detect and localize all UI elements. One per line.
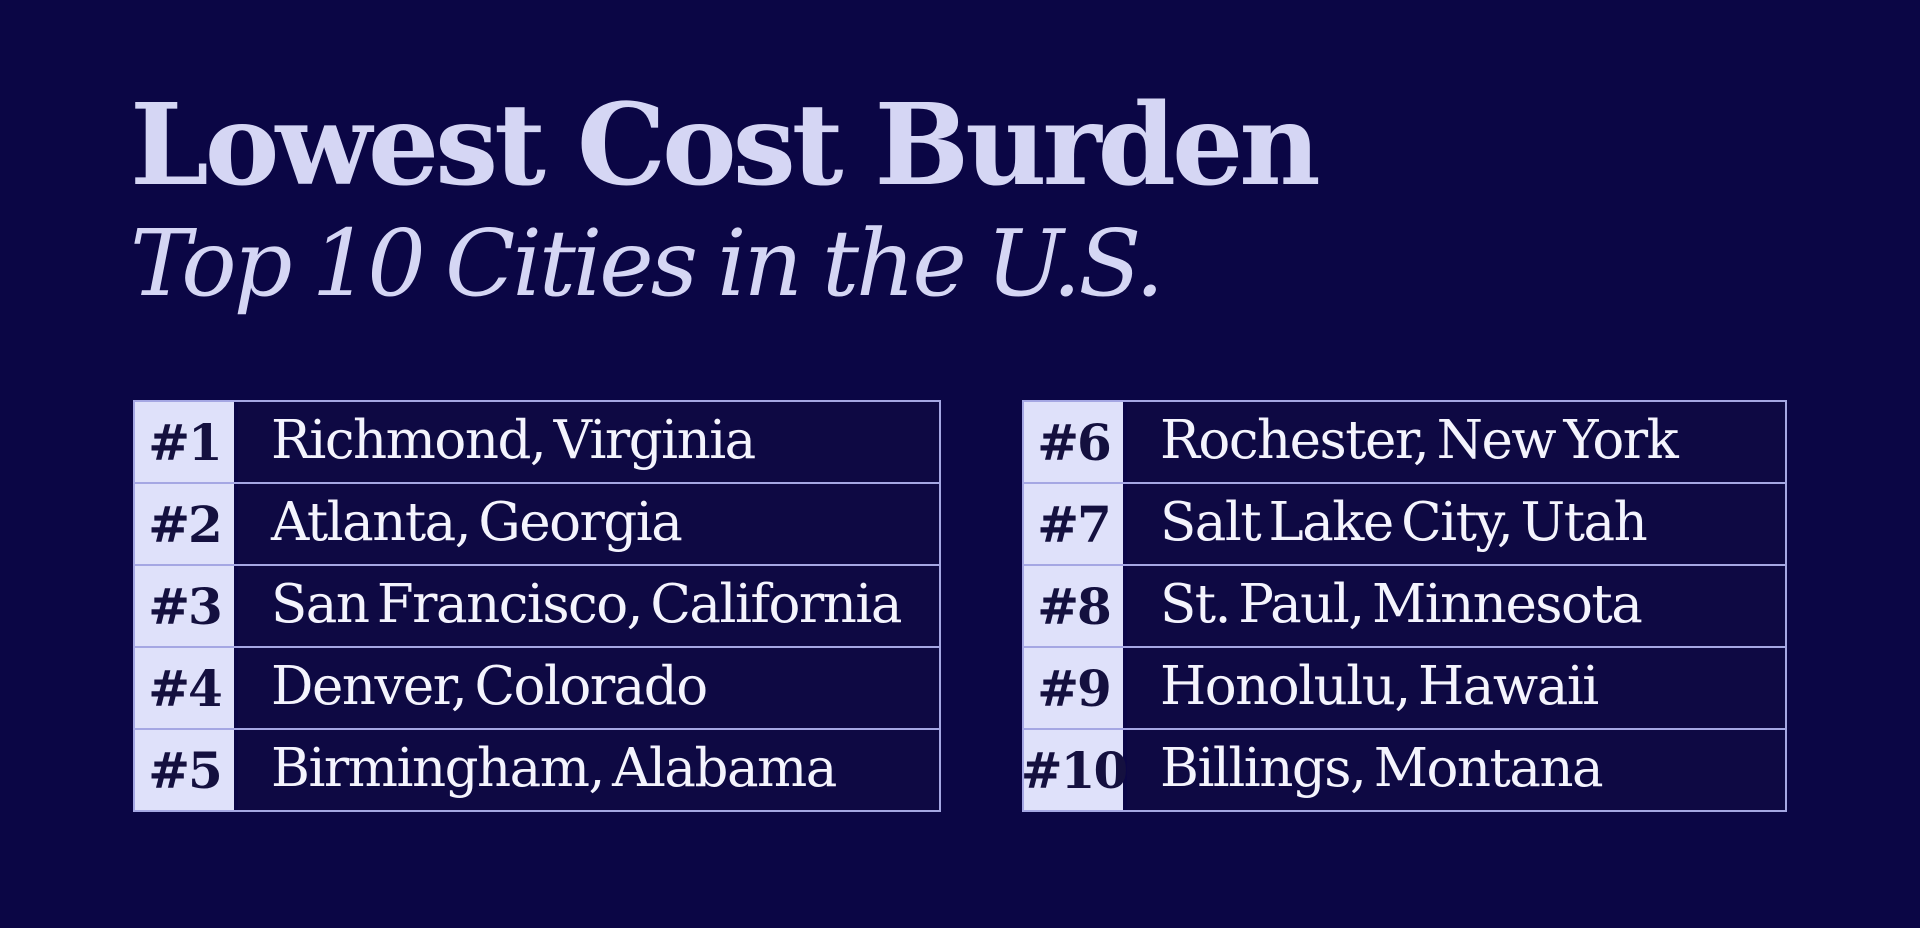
rank-badge: #10	[1021, 730, 1128, 810]
ranking-table-left: #1 Richmond, Virginia #2 Atlanta, Georgi…	[133, 400, 941, 812]
city-label: Salt Lake City, Utah	[1160, 491, 1648, 553]
rank-badge: #1	[135, 402, 238, 482]
rank-badge: #6	[1024, 402, 1127, 482]
table-row: #2 Atlanta, Georgia	[135, 482, 939, 564]
city-label: Billings, Montana	[1160, 737, 1604, 799]
ranking-table-right: #6 Rochester, New York #7 Salt Lake City…	[1021, 400, 1787, 812]
table-row: #6 Rochester, New York	[1024, 402, 1785, 482]
city-label: Birmingham, Alabama	[271, 737, 837, 799]
page-title: Lowest Cost Burden	[130, 80, 1321, 211]
rank-badge: #2	[135, 484, 238, 564]
table-row: #8 St. Paul, Minnesota	[1024, 564, 1785, 646]
table-row: #10 Billings, Montana	[1021, 728, 1785, 810]
table-row: #4 Denver, Colorado	[135, 646, 939, 728]
table-row: #3 San Francisco, California	[135, 564, 939, 646]
page-subtitle: Top 10 Cities in the U.S.	[130, 210, 1164, 317]
rank-badge: #8	[1024, 566, 1127, 646]
rank-badge: #3	[135, 566, 238, 646]
table-row: #9 Honolulu, Hawaii	[1024, 646, 1785, 728]
city-label: Rochester, New York	[1160, 409, 1679, 471]
city-label: San Francisco, California	[271, 573, 902, 635]
table-row: #7 Salt Lake City, Utah	[1024, 482, 1785, 564]
city-label: Richmond, Virginia	[271, 409, 756, 471]
city-label: Denver, Colorado	[271, 655, 708, 717]
rank-badge: #7	[1024, 484, 1127, 564]
rank-badge: #5	[135, 730, 238, 810]
city-label: St. Paul, Minnesota	[1160, 573, 1643, 635]
table-row: #5 Birmingham, Alabama	[135, 728, 939, 810]
table-row: #1 Richmond, Virginia	[135, 402, 939, 482]
rank-badge: #9	[1024, 648, 1127, 728]
city-label: Honolulu, Hawaii	[1160, 655, 1599, 717]
city-label: Atlanta, Georgia	[271, 491, 683, 553]
header: Lowest Cost Burden Top 10 Cities in the …	[130, 80, 1321, 317]
rank-badge: #4	[135, 648, 238, 728]
